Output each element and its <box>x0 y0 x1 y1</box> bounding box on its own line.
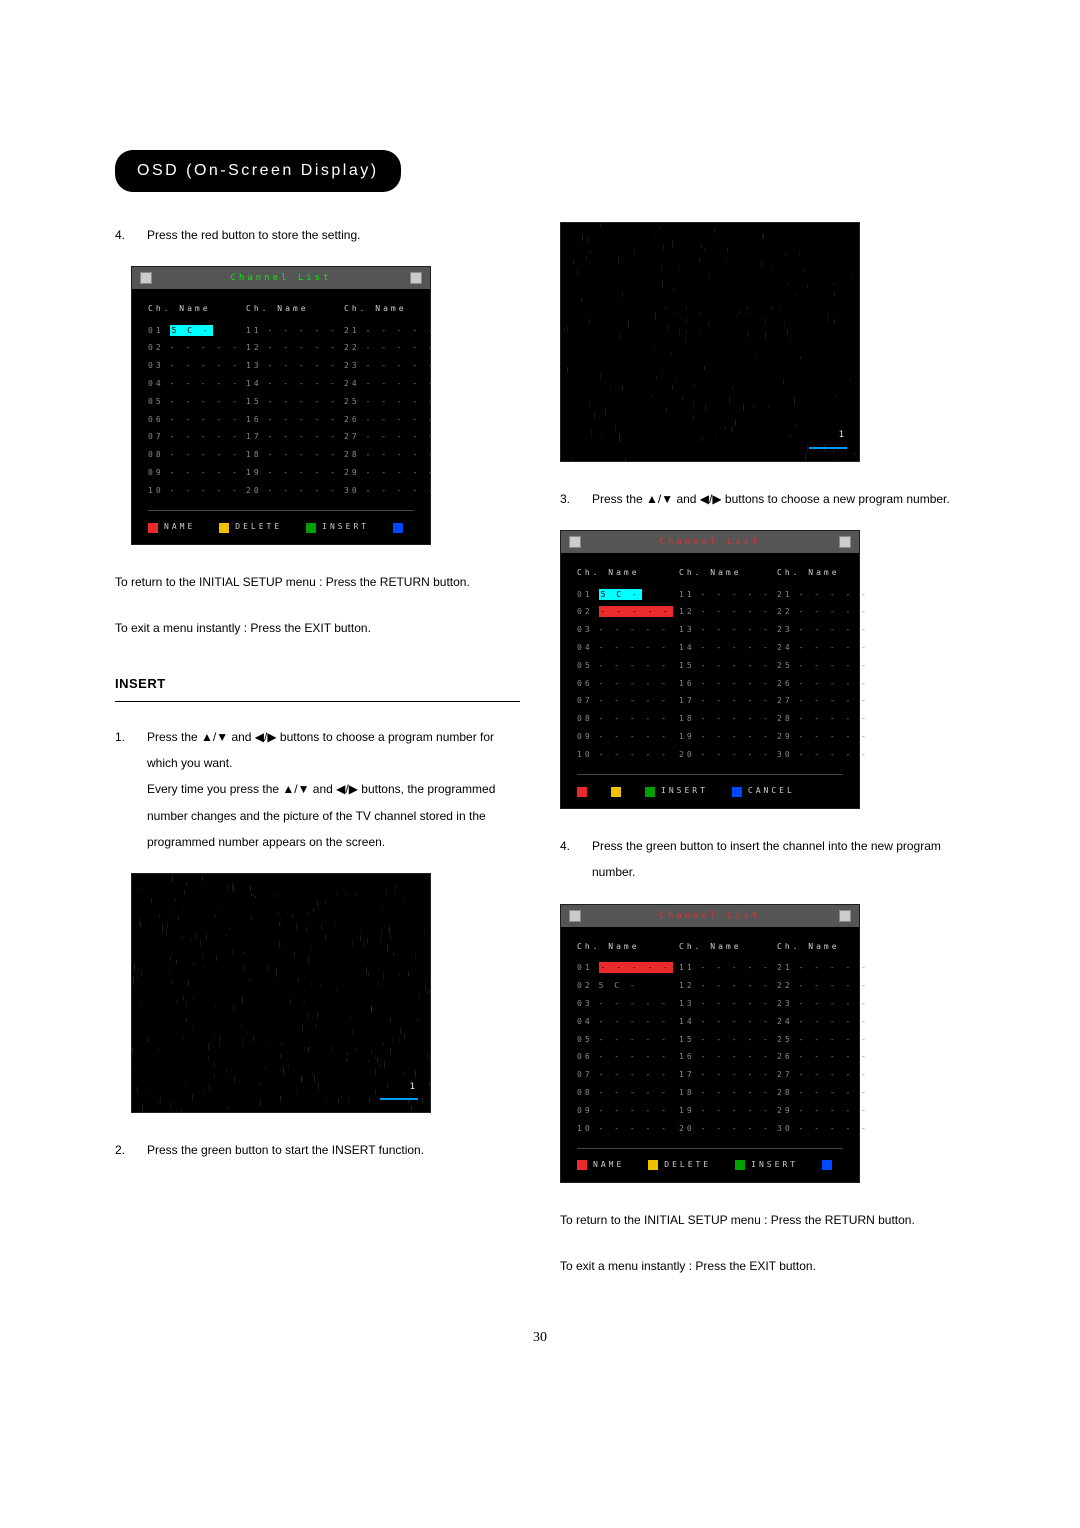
green-square-icon <box>306 523 316 533</box>
tv-overlay: 1 <box>809 428 847 448</box>
legend-name: NAME <box>148 521 195 534</box>
legend-blank <box>822 1159 832 1172</box>
insert-step-1: 1. Press the ▲/▼ and ◀/▶ buttons to choo… <box>115 724 520 856</box>
tv-static <box>132 874 430 1112</box>
left-column: 4. Press the red button to store the set… <box>115 222 520 1300</box>
tv-preview-right: 1 <box>560 222 860 462</box>
page-number: 30 <box>115 1327 965 1349</box>
exit-note: To exit a menu instantly : Press the EXI… <box>115 615 520 641</box>
legend-insert: INSERT <box>645 785 708 798</box>
osd-channel-list-3: Channel List Ch. NameCh. NameCh. Name01-… <box>560 904 860 1183</box>
insert-step-2: 2. Press the green button to start the I… <box>115 1137 520 1163</box>
channel-grid: Ch. NameCh. NameCh. Name015 C -11- - - -… <box>148 303 414 500</box>
legend-red <box>577 785 587 798</box>
step-list-right-2: 4. Press the green button to insert the … <box>560 833 965 886</box>
tv-underline-icon <box>380 1098 418 1100</box>
osd-body: Ch. NameCh. NameCh. Name015 C -11- - - -… <box>132 289 430 544</box>
osd-title: Channel List <box>230 271 331 285</box>
legend-blank <box>393 521 403 534</box>
channel-grid: Ch. NameCh. NameCh. Name01- - - - -11- -… <box>577 941 843 1138</box>
red-square-icon <box>148 523 158 533</box>
two-column-layout: 4. Press the red button to store the set… <box>115 222 965 1300</box>
right-step-3: 3. Press the ▲/▼ and ◀/▶ buttons to choo… <box>560 486 965 512</box>
insert-steps-2: 2. Press the green button to start the I… <box>115 1137 520 1163</box>
step-list-right: 3. Press the ▲/▼ and ◀/▶ buttons to choo… <box>560 486 965 512</box>
osd-title: Channel List <box>659 909 760 923</box>
legend-delete: DELETE <box>219 521 282 534</box>
osd-channel-list-1: Channel List Ch. NameCh. NameCh. Name015… <box>131 266 431 545</box>
legend-insert: INSERT <box>735 1159 798 1172</box>
tv-overlay: 1 <box>380 1080 418 1100</box>
legend-delete: DELETE <box>648 1159 711 1172</box>
step-text: Press the green button to insert the cha… <box>592 833 965 886</box>
osd-body: Ch. NameCh. NameCh. Name01- - - - -11- -… <box>561 927 859 1182</box>
legend-insert: INSERT <box>306 521 369 534</box>
tv-underline-icon <box>809 447 847 449</box>
green-square-icon <box>645 787 655 797</box>
osd-close-icon <box>569 536 581 548</box>
insert-steps: 1. Press the ▲/▼ and ◀/▶ buttons to choo… <box>115 724 520 856</box>
osd-grip-icon <box>410 272 422 284</box>
osd-channel-list-2: Channel List Ch. NameCh. NameCh. Name015… <box>560 530 860 809</box>
blue-square-icon <box>393 523 403 533</box>
osd-grip-icon <box>839 910 851 922</box>
step-number: 4. <box>115 222 133 248</box>
section-header: OSD (On-Screen Display) <box>115 150 401 192</box>
osd-close-icon <box>569 910 581 922</box>
step-number: 4. <box>560 833 578 886</box>
channel-grid: Ch. NameCh. NameCh. Name015 C -11- - - -… <box>577 567 843 764</box>
step-number: 1. <box>115 724 133 856</box>
red-square-icon <box>577 1160 587 1170</box>
osd-grip-icon <box>839 536 851 548</box>
right-column: 1 3. Press the ▲/▼ and ◀/▶ buttons to ch… <box>560 222 965 1300</box>
step-4-store: 4. Press the red button to store the set… <box>115 222 520 248</box>
osd-title: Channel List <box>659 535 760 549</box>
yellow-square-icon <box>648 1160 658 1170</box>
tv-static <box>561 223 859 461</box>
return-note-right: To return to the INITIAL SETUP menu : Pr… <box>560 1207 965 1233</box>
step-text: Press the ▲/▼ and ◀/▶ buttons to choose … <box>147 724 520 856</box>
step-text: Press the ▲/▼ and ◀/▶ buttons to choose … <box>592 486 950 512</box>
blue-square-icon <box>822 1160 832 1170</box>
step-number: 2. <box>115 1137 133 1163</box>
legend-yellow <box>611 785 621 798</box>
insert-heading: INSERT <box>115 674 520 695</box>
right-step-4: 4. Press the green button to insert the … <box>560 833 965 886</box>
osd-legend: NAME DELETE INSERT <box>148 510 414 534</box>
osd-titlebar: Channel List <box>561 905 859 927</box>
blue-square-icon <box>732 787 742 797</box>
legend-name: NAME <box>577 1159 624 1172</box>
osd-legend: INSERT CANCEL <box>577 774 843 798</box>
yellow-square-icon <box>611 787 621 797</box>
tv-channel-number: 1 <box>410 1080 418 1094</box>
red-square-icon <box>577 787 587 797</box>
tv-preview-left: 1 <box>131 873 431 1113</box>
osd-body: Ch. NameCh. NameCh. Name015 C -11- - - -… <box>561 553 859 808</box>
step-text: Press the green button to start the INSE… <box>147 1137 424 1163</box>
step-text: Press the red button to store the settin… <box>147 222 360 248</box>
osd-titlebar: Channel List <box>132 267 430 289</box>
tv-channel-number: 1 <box>839 428 847 442</box>
legend-cancel: CANCEL <box>732 785 795 798</box>
osd-legend: NAME DELETE INSERT <box>577 1148 843 1172</box>
return-note: To return to the INITIAL SETUP menu : Pr… <box>115 569 520 595</box>
osd-titlebar: Channel List <box>561 531 859 553</box>
step-number: 3. <box>560 486 578 512</box>
green-square-icon <box>735 1160 745 1170</box>
exit-note-right: To exit a menu instantly : Press the EXI… <box>560 1253 965 1279</box>
step-list-left-top: 4. Press the red button to store the set… <box>115 222 520 248</box>
divider <box>115 701 520 702</box>
yellow-square-icon <box>219 523 229 533</box>
osd-close-icon <box>140 272 152 284</box>
